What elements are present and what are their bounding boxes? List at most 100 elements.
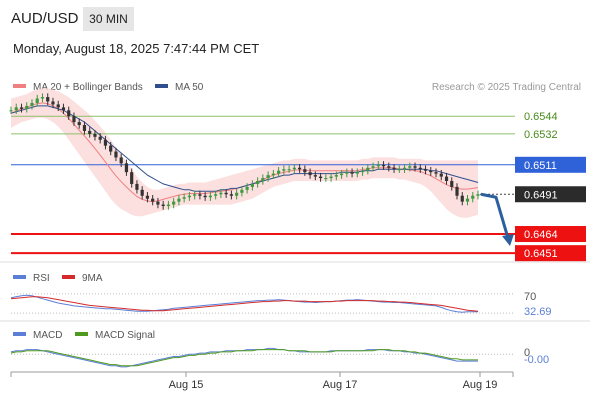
candle-body <box>271 173 275 176</box>
candle-body <box>371 166 375 168</box>
candle-body <box>203 195 207 198</box>
support-level-label: 0.6451 <box>524 248 558 260</box>
candle-body <box>266 175 270 179</box>
candle-body <box>303 169 307 173</box>
rsi-ma-legend-label: 9MA <box>82 273 103 284</box>
candle-body <box>450 181 454 187</box>
candle-body <box>434 172 438 174</box>
candle-body <box>35 98 39 103</box>
candle-body <box>429 170 433 173</box>
x-axis: Aug 15 Aug 17 Aug 19 <box>10 371 514 391</box>
x-axis-tick-label: Aug 15 <box>169 379 204 391</box>
forecast-arrow <box>480 192 510 239</box>
candle-body <box>114 151 118 158</box>
candle-body <box>46 97 50 102</box>
candle-body <box>93 133 97 137</box>
candle-body <box>19 107 24 109</box>
candle-body <box>282 169 286 171</box>
candle-body <box>476 194 480 196</box>
ma50-line <box>10 105 479 192</box>
x-axis-tick-label: Aug 17 <box>323 379 358 391</box>
candle-body <box>214 194 218 196</box>
candle-body <box>376 164 380 167</box>
candle-body <box>177 198 181 202</box>
macd-legend-swatch <box>13 332 26 336</box>
candle-body <box>318 176 323 179</box>
candle-body <box>187 195 192 198</box>
x-axis-tick-label: Aug 19 <box>463 379 498 391</box>
macd-legend: MACD MACD Signal <box>13 330 155 341</box>
candle-body <box>235 192 239 196</box>
candle-body <box>198 194 202 196</box>
candle-body <box>324 178 328 180</box>
candle-body <box>229 194 233 196</box>
candle-body <box>224 192 228 195</box>
candle-body <box>193 194 197 196</box>
rsi-ma-line <box>10 296 479 312</box>
rsi-panel: 70 32.69 <box>10 291 552 318</box>
candle-body <box>72 116 76 123</box>
rsi-level-70-label: 70 <box>524 291 536 303</box>
candle-body <box>366 167 370 171</box>
forecast-arrowhead <box>502 234 514 247</box>
candle-body <box>151 198 155 202</box>
candle-body <box>103 139 108 146</box>
macd-panel: 0-0.00 <box>10 347 549 368</box>
candle-body <box>9 110 13 112</box>
candle-body <box>397 169 401 171</box>
candle-body <box>88 130 92 134</box>
candle-body <box>250 183 254 187</box>
rsi-last-value-label: 32.69 <box>524 306 552 318</box>
candle-body <box>208 195 212 198</box>
macd-signal-legend-label: MACD Signal <box>95 330 155 341</box>
candle-body <box>387 166 391 168</box>
candle-body <box>381 164 386 167</box>
candle-body <box>261 178 265 181</box>
candle-body <box>418 167 422 170</box>
candle-body <box>156 201 160 205</box>
support-level-label: 0.6464 <box>524 229 558 241</box>
candle-body <box>392 167 396 170</box>
candle-body <box>61 107 66 111</box>
candle-body <box>277 170 281 174</box>
candle-body <box>135 183 139 190</box>
last-price-tag <box>515 186 586 203</box>
candle-body <box>130 172 134 184</box>
candle-body <box>109 145 113 152</box>
macd-last-value-label: -0.00 <box>524 354 549 366</box>
candle-body <box>339 173 344 176</box>
ma20-legend-label: MA 20 + Bollinger Bands <box>33 82 143 93</box>
timeframe-badge[interactable]: 30 MIN <box>83 7 134 31</box>
price-panel: 0.6544 0.6532 0.6511 0.6491 0.6464 0.6451 <box>9 88 586 262</box>
candle-body <box>355 172 359 174</box>
candle-body <box>345 172 349 174</box>
candle-body <box>413 166 417 168</box>
candle-body <box>471 195 475 199</box>
support-level-tag <box>515 245 586 262</box>
candle-body <box>308 172 312 176</box>
candle-body <box>455 186 459 196</box>
candle-body <box>460 195 464 202</box>
ma20-legend-swatch <box>13 84 26 88</box>
candle-body <box>402 167 407 170</box>
candle-body <box>161 204 165 207</box>
candle-body <box>240 189 244 193</box>
datetime-label: Monday, August 18, 2025 7:47:44 PM CET <box>13 41 260 56</box>
candle-body <box>40 97 45 99</box>
candle-body <box>297 167 302 170</box>
last-price-label: 0.6491 <box>524 189 558 201</box>
candle-body <box>172 201 176 205</box>
credit-label: Research © 2025 Trading Central <box>432 82 581 93</box>
candle-body <box>30 102 34 106</box>
macd-legend-label: MACD <box>33 330 62 341</box>
candle-body <box>313 175 317 177</box>
candle-body <box>465 198 470 202</box>
candle-body <box>140 189 144 196</box>
macd-signal-legend-swatch <box>75 332 88 336</box>
candle-body <box>219 192 223 195</box>
candle-body <box>245 186 249 190</box>
candle-body <box>444 176 449 181</box>
candle-body <box>25 105 29 109</box>
